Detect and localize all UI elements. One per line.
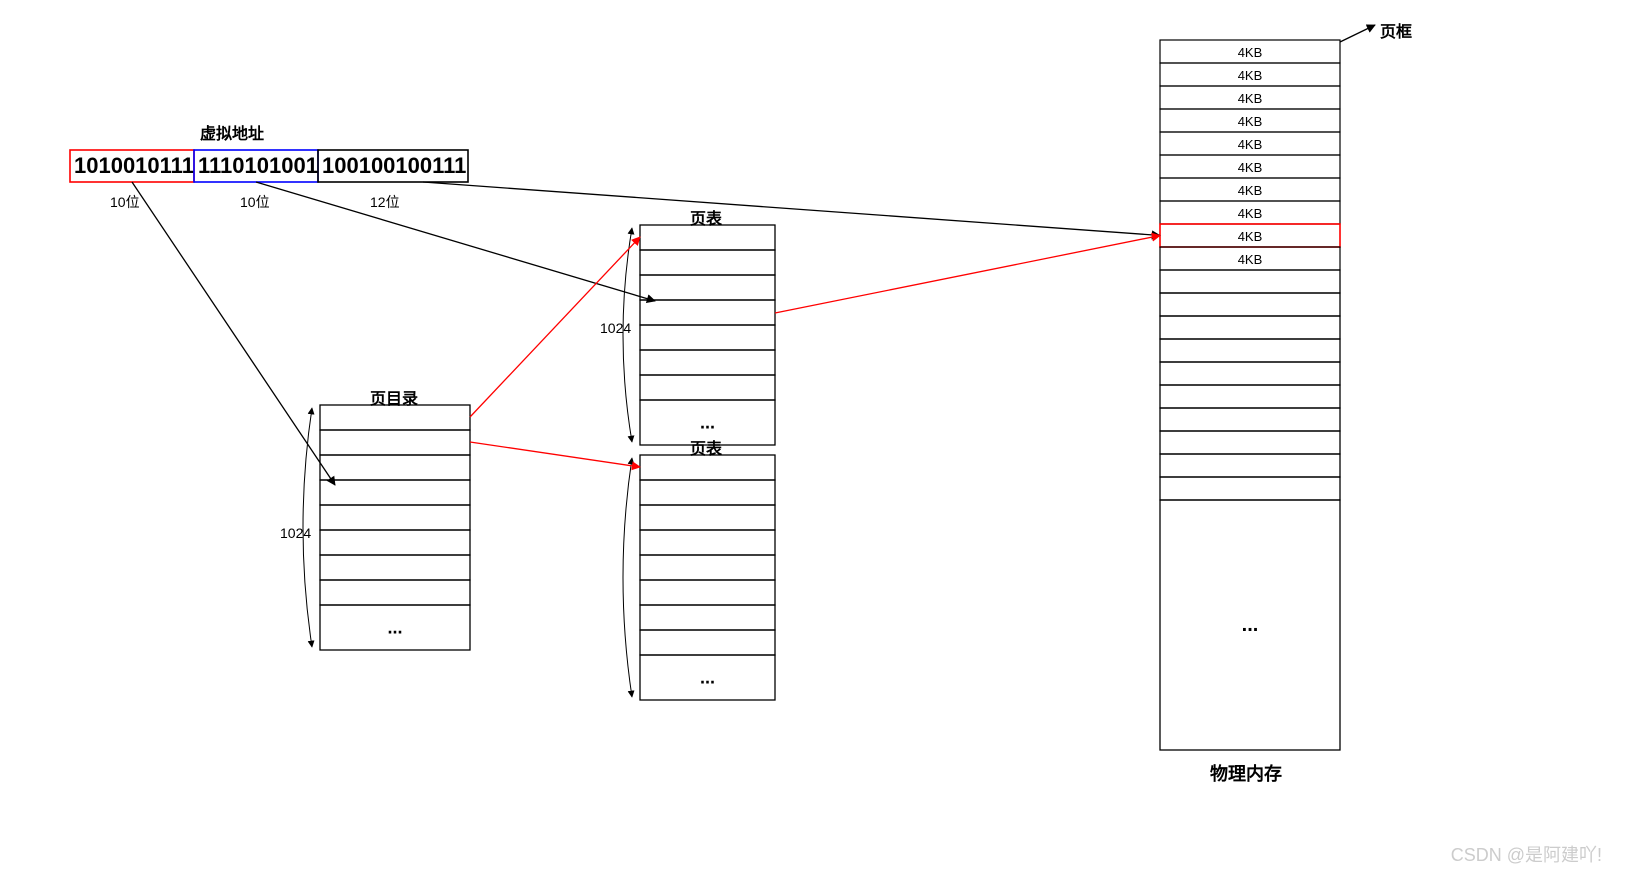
page-table1-count: 1024 xyxy=(600,320,631,336)
page-dir-count: 1024 xyxy=(280,525,311,541)
svg-text:4KB: 4KB xyxy=(1238,252,1263,267)
svg-text:...: ... xyxy=(700,668,715,688)
svg-text:4KB: 4KB xyxy=(1238,229,1263,244)
svg-text:1010010111: 1010010111 xyxy=(74,153,194,178)
seg2-label: 10位 xyxy=(240,192,270,212)
svg-text:4KB: 4KB xyxy=(1238,91,1263,106)
frame-label: 页框 xyxy=(1380,18,1412,42)
watermark: CSDN @是阿建吖! xyxy=(1451,841,1602,867)
svg-text:4KB: 4KB xyxy=(1238,206,1263,221)
page-table2-title: 页表 xyxy=(690,435,722,459)
virtual-address-title: 虚拟地址 xyxy=(200,120,264,144)
page-dir-title: 页目录 xyxy=(370,385,418,409)
svg-text:4KB: 4KB xyxy=(1238,183,1263,198)
svg-text:4KB: 4KB xyxy=(1238,160,1263,175)
seg1-label: 10位 xyxy=(110,192,140,212)
svg-text:...: ... xyxy=(387,618,402,638)
phys-mem-title: 物理内存 xyxy=(1210,760,1282,786)
seg3-label: 12位 xyxy=(370,192,400,212)
page-table1-title: 页表 xyxy=(690,205,722,229)
svg-text:4KB: 4KB xyxy=(1238,45,1263,60)
svg-text:4KB: 4KB xyxy=(1238,137,1263,152)
svg-text:4KB: 4KB xyxy=(1238,68,1263,83)
svg-text:...: ... xyxy=(700,413,715,433)
svg-text:4KB: 4KB xyxy=(1238,114,1263,129)
svg-text:...: ... xyxy=(1242,614,1259,636)
svg-text:1110101001: 1110101001 xyxy=(198,153,318,178)
svg-text:100100100111: 100100100111 xyxy=(322,153,466,178)
